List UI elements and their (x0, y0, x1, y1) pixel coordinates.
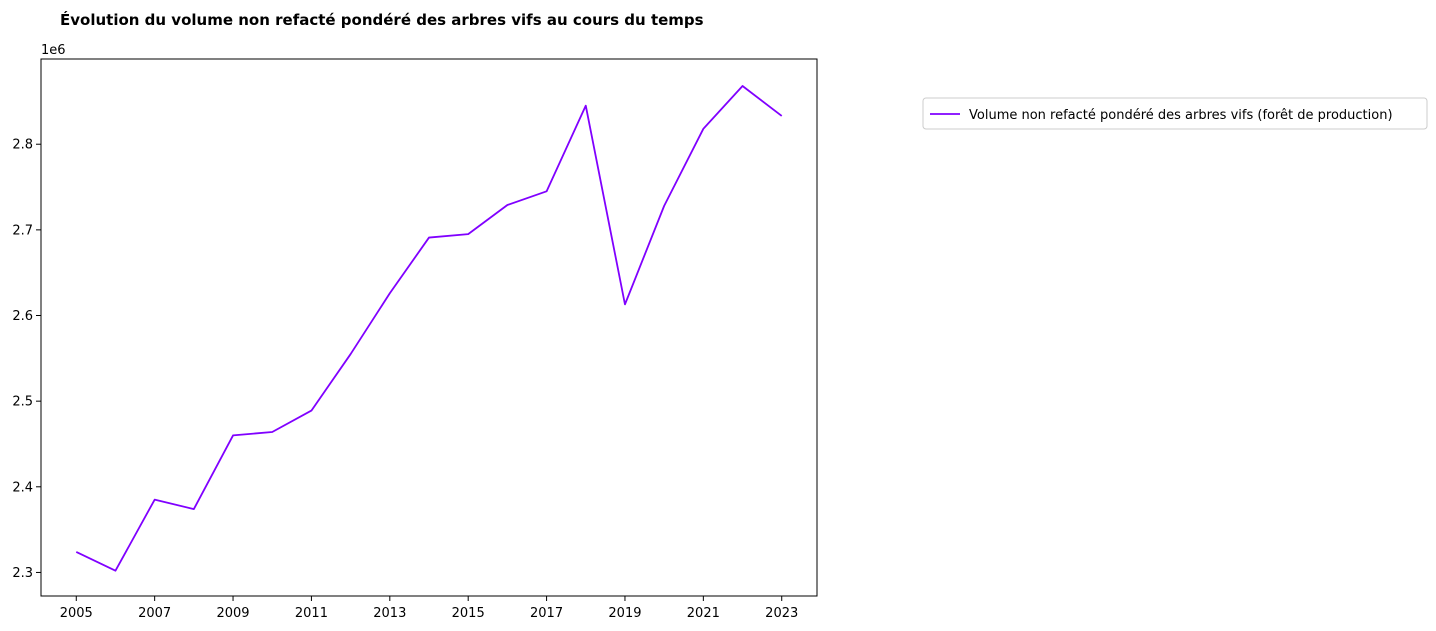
x-tick-label: 2007 (138, 606, 171, 621)
y-tick-label: 2.6 (12, 309, 33, 324)
legend: Volume non refacté pondéré des arbres vi… (922, 97, 1428, 130)
x-tick-label: 2023 (765, 606, 798, 621)
y-tick-label: 2.7 (12, 223, 33, 238)
chart-title: Évolution du volume non refacté pondéré … (60, 10, 704, 29)
y-tick-label: 2.5 (12, 395, 33, 410)
x-tick-label: 2013 (373, 606, 406, 621)
x-tick-label: 2017 (530, 606, 563, 621)
y-tick-label: 2.8 (12, 138, 33, 153)
legend-entry-label: Volume non refacté pondéré des arbres vi… (969, 108, 1393, 123)
y-tick-label: 2.4 (12, 480, 33, 495)
series-line-0 (75, 85, 783, 572)
y-axis-ticks: 2.3 2.4 2.5 2.6 2.7 2.8 (12, 138, 41, 581)
series-layer (75, 85, 783, 572)
x-tick-label: 2019 (608, 606, 641, 621)
x-axis-ticks: 2005 2007 2009 2011 2013 2015 2017 2019 2021 2023 (60, 596, 798, 621)
x-tick-label: 2021 (687, 606, 720, 621)
y-tick-label: 2.3 (12, 566, 33, 581)
x-tick-label: 2005 (60, 606, 93, 621)
x-tick-label: 2009 (216, 606, 249, 621)
y-offset-label: 1e6 (41, 43, 66, 58)
plot-area-frame (40, 58, 818, 597)
legend-frame (922, 97, 1428, 130)
x-tick-label: 2011 (295, 606, 328, 621)
x-tick-label: 2015 (452, 606, 485, 621)
